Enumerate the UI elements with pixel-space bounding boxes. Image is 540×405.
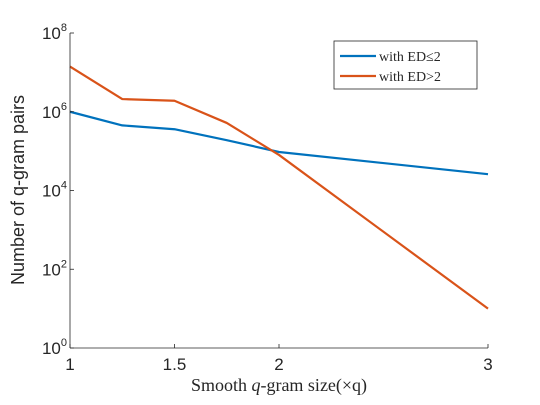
legend-entry-ed-gt-2: with ED>2 xyxy=(379,70,441,85)
series-line-0 xyxy=(69,110,489,176)
x-tick-label: 1.5 xyxy=(163,355,187,374)
y-tick-label: 104 xyxy=(42,180,67,201)
y-tick-label: 108 xyxy=(42,22,67,43)
x-axis-label-prefix: Smooth xyxy=(191,375,252,395)
x-axis-label-suffix: -gram size(×q) xyxy=(260,375,367,396)
legend: with ED≤2 with ED>2 xyxy=(333,40,478,90)
x-tick-label: 2 xyxy=(274,355,283,374)
x-tick-label: 1 xyxy=(65,355,74,374)
x-ticks: 1 1.5 2 3 xyxy=(65,344,493,374)
series-line-1 xyxy=(69,65,489,310)
y-axis-label: Number of q-gram pairs xyxy=(8,95,28,285)
series-lines xyxy=(69,65,489,310)
legend-entry-ed-le-2: with ED≤2 xyxy=(379,50,441,65)
y-tick-label: 106 xyxy=(42,101,67,122)
x-axis-label-variable: q xyxy=(251,375,260,395)
y-tick-label: 100 xyxy=(42,337,67,358)
y-tick-label: 102 xyxy=(42,258,67,279)
legend-box xyxy=(333,40,478,90)
x-axis-label: Smooth q-gram size(×q) xyxy=(191,375,367,396)
y-ticks: 100 102 104 106 108 xyxy=(42,22,74,358)
x-tick-label: 3 xyxy=(483,355,492,374)
